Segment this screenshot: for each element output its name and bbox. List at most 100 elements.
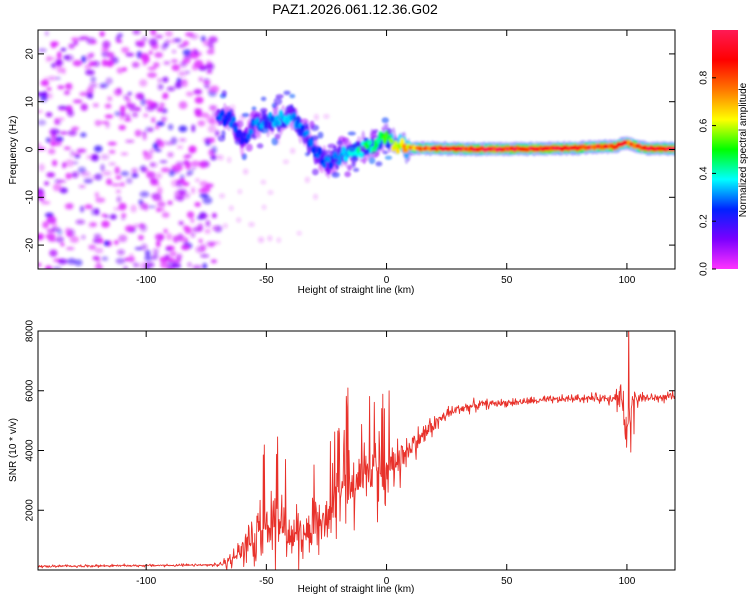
spectrogram-y-tick: -10 (25, 190, 675, 205)
noise-blob (38, 163, 45, 172)
noise-blob (72, 99, 83, 104)
noise-blob (215, 155, 220, 159)
ridge-mark (297, 128, 304, 137)
noise-blob (169, 250, 177, 257)
noise-blob (238, 189, 242, 194)
ridge-mark (337, 155, 342, 166)
noise-blob (94, 173, 103, 181)
noise-blob (60, 47, 67, 52)
noise-blob (116, 67, 124, 74)
noise-blob (119, 112, 124, 121)
ridge-mark (382, 150, 389, 155)
ridge-mark (317, 131, 324, 139)
spectrogram-y-tick-label: 0 (25, 146, 36, 152)
noise-blob (155, 34, 164, 39)
noise-blob (38, 119, 47, 126)
noise-blob (194, 201, 201, 207)
ridge-mark (388, 138, 394, 144)
ridge-mark (351, 161, 356, 168)
spectrogram-x-tick-label: -100 (136, 275, 156, 286)
noise-blob (154, 148, 162, 153)
noise-blob (128, 253, 134, 260)
noise-blob (152, 248, 159, 253)
spectrogram-y-tick-label: 10 (25, 96, 36, 108)
noise-blob (74, 154, 81, 159)
noise-blob (150, 30, 157, 36)
noise-blob (166, 265, 175, 269)
noise-blob (155, 172, 163, 179)
noise-blob (74, 259, 83, 267)
snr-y-axis: 2000 4000 6000 8000 (25, 319, 675, 521)
noise-blob (215, 130, 220, 137)
noise-blob (177, 70, 187, 77)
ridge-mark (336, 140, 343, 146)
ridge-mark (347, 131, 356, 136)
noise-blob (197, 120, 206, 127)
ridge-mark (231, 122, 239, 128)
noise-blob (183, 160, 190, 165)
noise-blob (155, 240, 161, 248)
noise-blob (61, 67, 66, 75)
noise-blob (203, 83, 210, 89)
noise-blob (38, 234, 43, 241)
noise-blob (179, 235, 188, 243)
noise-blob (210, 259, 218, 264)
noise-blob (79, 205, 85, 213)
ridge-mark (251, 106, 257, 112)
noise-blob (86, 87, 94, 95)
noise-blob (199, 193, 209, 198)
noise-blob (107, 95, 113, 102)
noise-blob (229, 205, 234, 211)
noise-blob (57, 117, 65, 121)
noise-blob (152, 142, 159, 150)
noise-blob (195, 112, 201, 117)
noise-blob (111, 183, 121, 187)
spectrogram-y-tick-label: 20 (25, 48, 36, 60)
noise-blob (198, 77, 204, 82)
noise-blob (189, 33, 199, 40)
noise-blob (64, 203, 73, 210)
noise-blob (118, 124, 126, 131)
noise-blob (65, 246, 75, 251)
ridge-mark (372, 129, 379, 134)
ridge-mark (325, 149, 333, 158)
noise-blob (148, 50, 153, 55)
noise-blob (267, 235, 273, 242)
noise-blob (58, 106, 68, 112)
noise-blob (115, 189, 121, 194)
noise-blob (46, 172, 56, 178)
noise-blob (164, 254, 170, 260)
noise-blob (157, 83, 164, 91)
noise-blob (99, 31, 105, 37)
noise-blob (45, 112, 53, 118)
noise-blob (191, 48, 198, 54)
noise-blob (163, 228, 168, 234)
noise-blob (208, 118, 218, 125)
ridge-mark (271, 137, 279, 146)
noise-blob (182, 181, 190, 187)
noise-blob (283, 160, 289, 164)
spectrogram-x-tick: -100 (136, 30, 157, 286)
ridge-mark (370, 150, 379, 158)
noise-blob (258, 236, 264, 243)
snr-x-tick-label: -50 (259, 576, 274, 587)
noise-blob (121, 213, 127, 218)
noise-blob (207, 124, 217, 133)
noise-blob (190, 160, 201, 167)
snr-y-tick-label: 4000 (25, 439, 36, 462)
noise-blob (154, 125, 160, 130)
noise-blob (168, 257, 176, 263)
ridge-mark (359, 145, 367, 153)
noise-blob (131, 167, 138, 174)
noise-blob (105, 120, 110, 129)
noise-blob (85, 69, 95, 76)
snr-x-tick-label: -100 (136, 576, 156, 587)
ridge-mark (341, 146, 347, 156)
noise-blob (121, 46, 130, 54)
noise-blob (134, 92, 143, 100)
noise-blob (305, 177, 310, 183)
noise-blob (65, 83, 72, 89)
noise-blob (107, 141, 117, 146)
colorbar-tick: 0.0 (699, 262, 716, 276)
noise-blob (177, 79, 186, 83)
